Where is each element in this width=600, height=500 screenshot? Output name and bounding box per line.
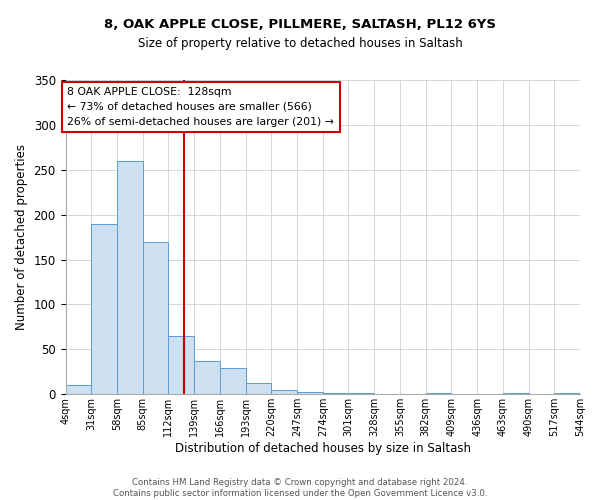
X-axis label: Distribution of detached houses by size in Saltash: Distribution of detached houses by size … bbox=[175, 442, 471, 455]
Bar bbox=[245, 382, 271, 394]
Bar bbox=[271, 390, 297, 394]
Text: 8, OAK APPLE CLOSE, PILLMERE, SALTASH, PL12 6YS: 8, OAK APPLE CLOSE, PILLMERE, SALTASH, P… bbox=[104, 18, 496, 30]
Text: Size of property relative to detached houses in Saltash: Size of property relative to detached ho… bbox=[137, 38, 463, 51]
Y-axis label: Number of detached properties: Number of detached properties bbox=[15, 144, 28, 330]
Bar bbox=[297, 392, 323, 394]
Bar bbox=[65, 386, 91, 394]
Bar bbox=[194, 361, 220, 394]
Bar bbox=[91, 224, 117, 394]
Text: Contains HM Land Registry data © Crown copyright and database right 2024.
Contai: Contains HM Land Registry data © Crown c… bbox=[113, 478, 487, 498]
Bar bbox=[169, 336, 194, 394]
Bar bbox=[143, 242, 169, 394]
Bar bbox=[117, 161, 143, 394]
Text: 8 OAK APPLE CLOSE:  128sqm
← 73% of detached houses are smaller (566)
26% of sem: 8 OAK APPLE CLOSE: 128sqm ← 73% of detac… bbox=[67, 87, 334, 127]
Bar bbox=[220, 368, 245, 394]
